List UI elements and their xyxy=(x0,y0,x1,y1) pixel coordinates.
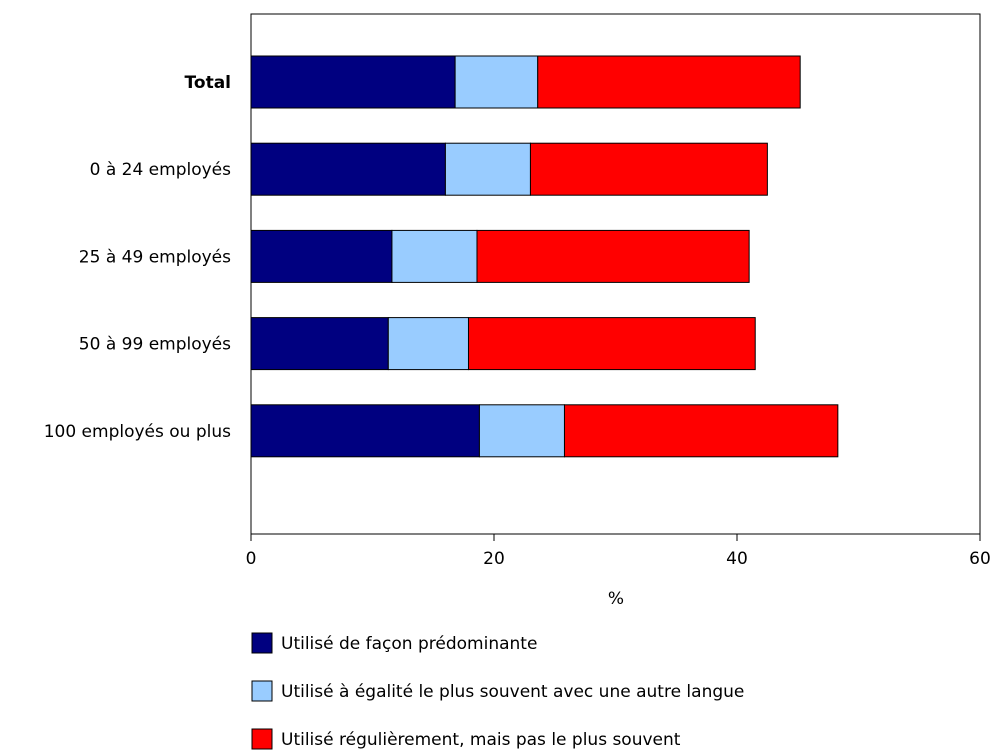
legend-swatch xyxy=(251,680,273,702)
legend-swatch xyxy=(251,632,273,654)
bar-segment-1 xyxy=(250,55,456,109)
x-tick-label: 20 xyxy=(483,549,505,569)
bar-segment-1 xyxy=(250,317,389,371)
bar-segment-1 xyxy=(250,142,446,196)
bar-segment-1 xyxy=(250,404,480,458)
bar-segment-2 xyxy=(478,404,565,458)
bar-segment-3 xyxy=(537,55,801,109)
legend-swatch xyxy=(251,728,273,750)
bar-segment-3 xyxy=(529,142,768,196)
bar-segment-3 xyxy=(476,229,750,283)
bar-segment-2 xyxy=(391,229,478,283)
x-tick-label: 0 xyxy=(246,549,257,569)
bar-segment-2 xyxy=(454,55,539,109)
bar-segment-3 xyxy=(563,404,839,458)
category-label: 25 à 49 employés xyxy=(79,247,231,267)
bar-segment-2 xyxy=(387,317,469,371)
x-axis-title: % xyxy=(608,589,624,609)
category-label: 100 employés ou plus xyxy=(44,422,231,442)
x-tick-label: 60 xyxy=(969,549,991,569)
legend-label: Utilisé régulièrement, mais pas le plus … xyxy=(281,730,681,750)
category-label: 50 à 99 employés xyxy=(79,335,231,355)
x-tick-label: 40 xyxy=(726,549,748,569)
legend-label: Utilisé à égalité le plus souvent avec u… xyxy=(281,682,744,702)
category-label: 0 à 24 employés xyxy=(90,160,232,180)
category-label: Total xyxy=(185,73,231,93)
bar-segment-1 xyxy=(250,229,393,283)
legend-label: Utilisé de façon prédominante xyxy=(281,634,537,654)
bar-segment-3 xyxy=(467,317,756,371)
bar-segment-2 xyxy=(444,142,531,196)
